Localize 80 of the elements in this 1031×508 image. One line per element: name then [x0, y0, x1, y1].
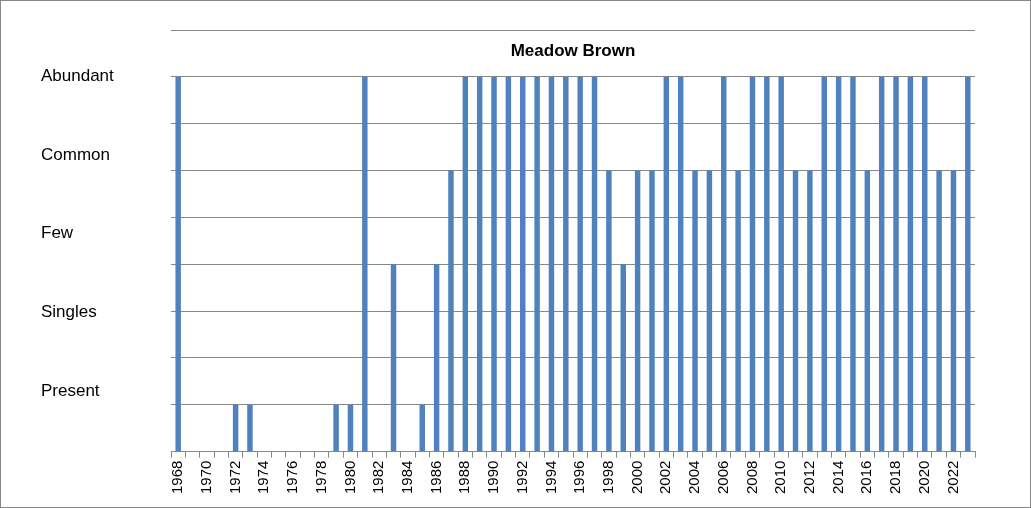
bar [491, 76, 497, 452]
bar [476, 76, 483, 452]
x-tick-label: 1968 [168, 460, 186, 495]
bar [520, 76, 526, 452]
bar [864, 170, 871, 452]
x-tick-label: 1992 [512, 460, 530, 495]
bar [778, 76, 784, 452]
x-tick-label: 2004 [685, 460, 703, 495]
bar [347, 404, 354, 452]
x-tick-label: 1972 [225, 460, 243, 495]
bar [620, 264, 626, 452]
bar [922, 76, 928, 452]
text: Present [41, 380, 100, 400]
x-tick-label: 1990 [484, 460, 502, 495]
x-tick-label: 2000 [627, 460, 645, 495]
bar [563, 76, 569, 452]
bar [649, 170, 655, 452]
x-tick-label: 1976 [283, 460, 301, 495]
x-tick-label: 2018 [886, 460, 904, 495]
chart-title: Meadow Brown [510, 40, 636, 60]
x-tick-label: 2010 [771, 460, 789, 495]
bar [606, 170, 612, 452]
bar [692, 170, 698, 452]
bar [634, 170, 641, 452]
bar [706, 170, 713, 452]
bar [821, 76, 827, 452]
bar [936, 170, 942, 452]
text: Singles [41, 302, 97, 322]
bar [333, 404, 339, 452]
x-tick-label: 1988 [455, 460, 473, 495]
x-tick-label: 1984 [398, 460, 416, 495]
bar [807, 170, 813, 452]
bar [548, 76, 555, 452]
x-tick-label: 1998 [599, 460, 617, 495]
bar [433, 264, 440, 452]
bar [749, 76, 756, 452]
bar [591, 76, 598, 452]
x-tick-label: 1994 [541, 460, 559, 495]
text: Common [41, 144, 110, 164]
x-tick-label: 1996 [570, 460, 588, 495]
bar [362, 76, 368, 452]
bar [850, 76, 856, 452]
x-tick-label: 1986 [426, 460, 444, 495]
x-tick-label: 2008 [742, 460, 760, 495]
bar [965, 76, 971, 452]
bar [735, 170, 741, 452]
bar [764, 76, 770, 452]
x-tick-label: 2012 [800, 460, 818, 495]
x-tick-label: 1978 [311, 460, 329, 495]
bar [419, 404, 425, 452]
x-tick-label: 2022 [943, 460, 961, 495]
x-tick-label: 1982 [369, 460, 387, 495]
x-tick-label: 2016 [857, 460, 875, 495]
bar [534, 76, 540, 452]
bar [247, 404, 253, 452]
x-tick-label: 2020 [914, 460, 932, 495]
bar [907, 76, 914, 452]
x-tick-label: 2006 [713, 460, 731, 495]
bar [505, 76, 512, 452]
bar [448, 170, 454, 452]
bar [792, 170, 799, 452]
x-tick-label: 2002 [656, 460, 674, 495]
x-tick-label: 1974 [254, 460, 272, 495]
bar [175, 76, 181, 452]
bar [390, 264, 397, 452]
text: Few [41, 223, 74, 243]
bar [835, 76, 842, 452]
text: Abundant [41, 66, 115, 86]
bar [950, 170, 957, 452]
bar [677, 76, 684, 452]
bar [663, 76, 670, 452]
bar [577, 76, 583, 452]
bar [232, 404, 239, 452]
bar [893, 76, 899, 452]
bar [721, 76, 727, 452]
x-tick-label: 1970 [197, 460, 215, 495]
bar [878, 76, 885, 452]
x-tick-label: 2014 [828, 460, 846, 495]
x-tick-label: 1980 [340, 460, 358, 495]
bar [462, 76, 469, 452]
